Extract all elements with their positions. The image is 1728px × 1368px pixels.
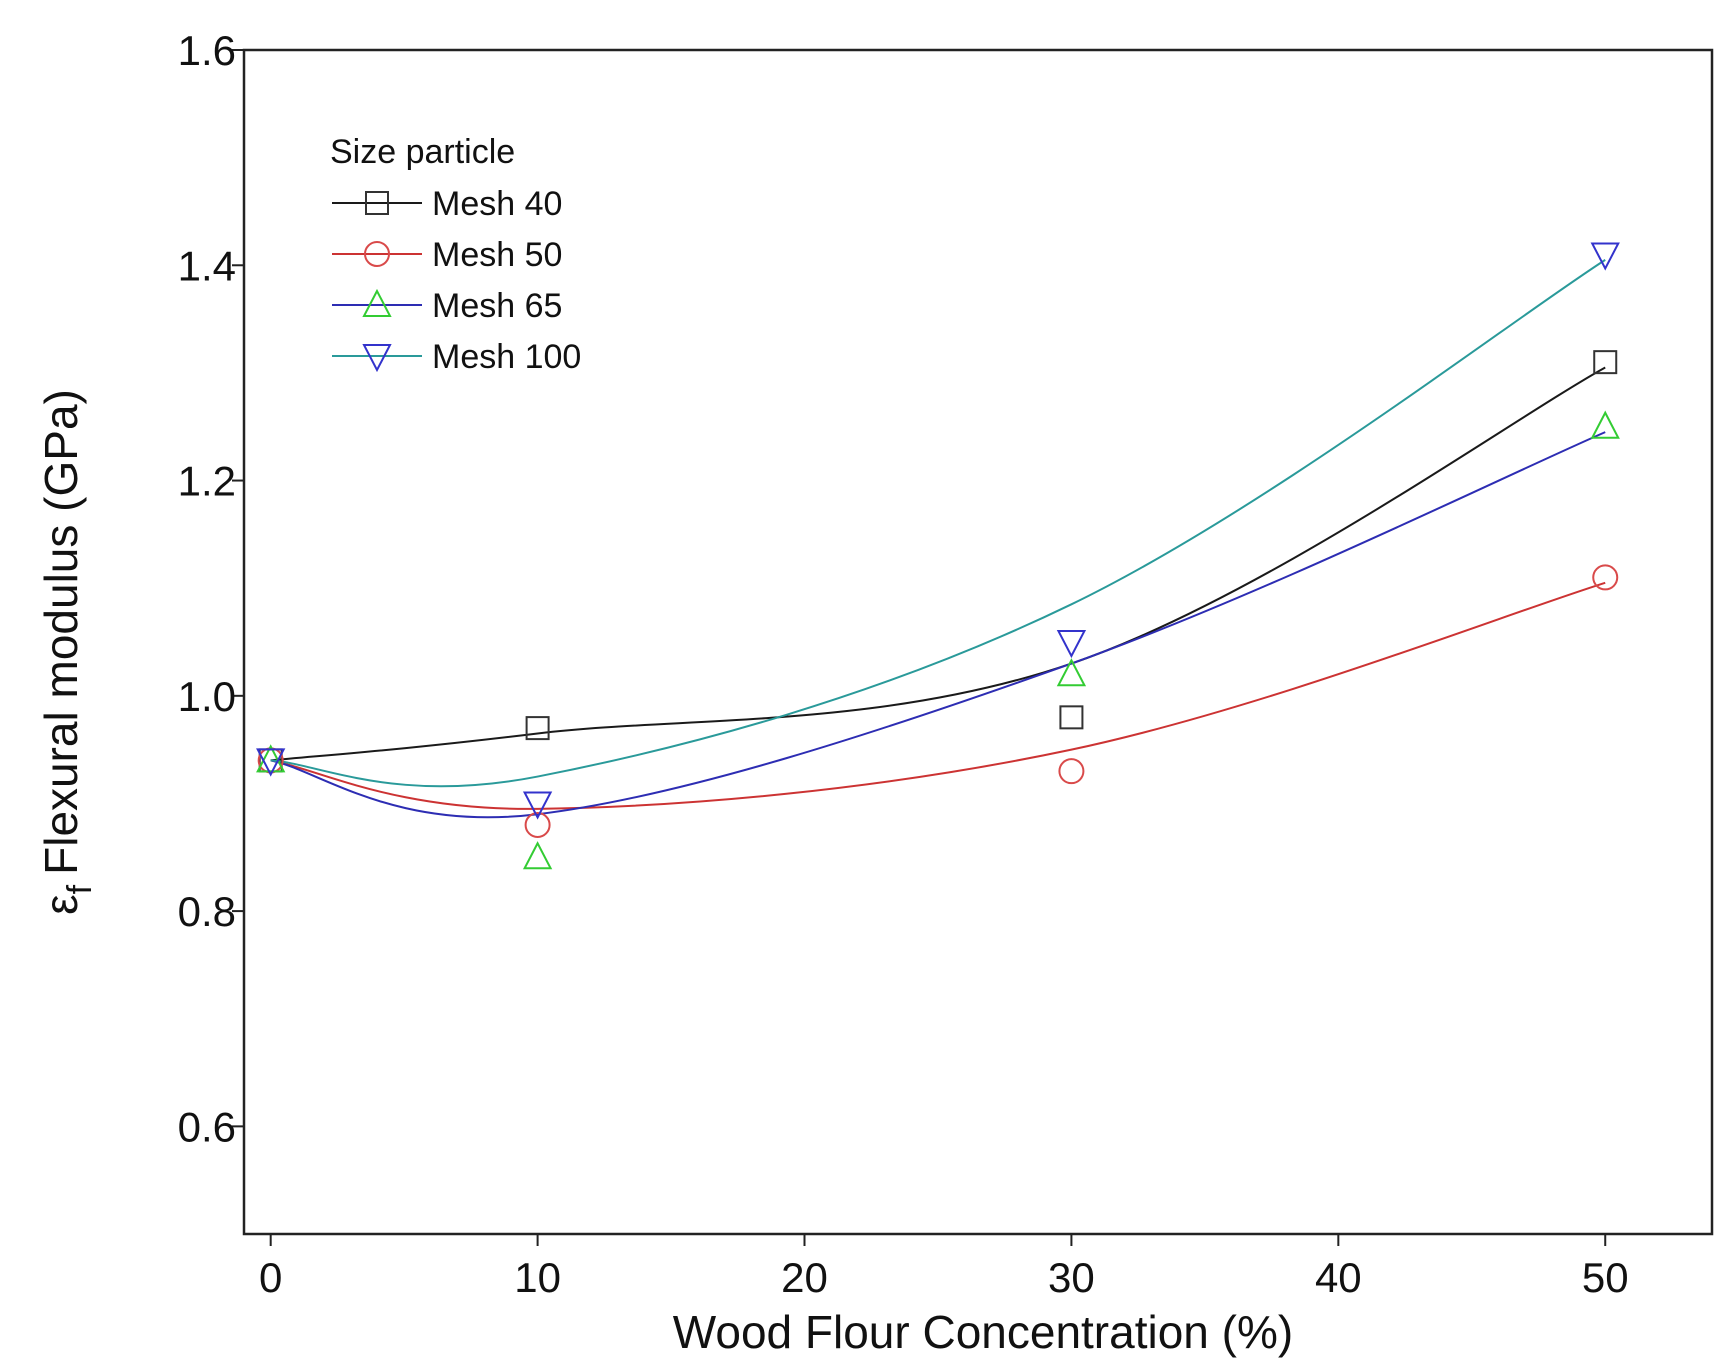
y-tick-label: 0.6 xyxy=(178,1103,236,1150)
data-point-mesh-65 xyxy=(522,841,553,870)
y-axis-subscript: f xyxy=(61,884,99,894)
x-tick-label: 20 xyxy=(781,1254,828,1301)
data-point-mesh-50 xyxy=(1592,564,1619,591)
data-point-mesh-65 xyxy=(1590,410,1620,439)
data-point-mesh-50 xyxy=(524,811,551,838)
series-line-mesh-50 xyxy=(270,581,1606,810)
data-point-mesh-100 xyxy=(522,791,553,820)
legend-marker-mesh-65 xyxy=(362,288,392,317)
legend-label-mesh-65: Mesh 65 xyxy=(432,287,562,325)
y-tick-label: 1.2 xyxy=(178,458,236,505)
x-axis-title: Wood Flour Concentration (%) xyxy=(673,1306,1293,1358)
y-axis-symbol: ε xyxy=(35,894,87,915)
data-point-mesh-40 xyxy=(525,716,550,741)
legend-marker-mesh-40 xyxy=(365,191,389,215)
legend-label-mesh-40: Mesh 40 xyxy=(432,185,562,223)
legend: Size particle Mesh 40 Mesh 50 Mesh 65 Mesh … xyxy=(330,133,581,376)
data-point-mesh-50 xyxy=(1058,758,1085,785)
legend-marker-mesh-100 xyxy=(362,344,392,373)
markers-layer xyxy=(256,242,1620,870)
x-tick-label: 0 xyxy=(259,1254,282,1301)
x-tick-label: 50 xyxy=(1582,1254,1629,1301)
y-axis-title: εf Flexural modulus (GPa) xyxy=(35,389,99,915)
legend-label-mesh-100: Mesh 100 xyxy=(432,338,581,376)
data-point-mesh-65 xyxy=(1056,658,1087,687)
series-line-mesh-65 xyxy=(270,431,1606,819)
legend-title: Size particle xyxy=(330,133,515,171)
series-line-mesh-40 xyxy=(270,366,1606,762)
y-axis-text: Flexural modulus (GPa) xyxy=(35,389,87,875)
curves-layer xyxy=(270,259,1606,819)
data-point-mesh-100 xyxy=(1056,630,1087,659)
data-point-mesh-65 xyxy=(256,744,286,773)
axes-layer: 0 10 20 30 40 50 0.6 0.8 1.0 1.2 1.4 1.6 xyxy=(178,27,1714,1301)
x-tick-label: 10 xyxy=(514,1254,561,1301)
legend-label-mesh-50: Mesh 50 xyxy=(432,236,562,274)
data-point-mesh-100 xyxy=(1590,242,1620,271)
series-line-mesh-100 xyxy=(270,259,1606,788)
data-point-mesh-40 xyxy=(1059,705,1084,730)
y-tick-label: 1.0 xyxy=(178,673,236,720)
y-tick-label: 1.4 xyxy=(178,242,236,289)
y-tick-label: 0.8 xyxy=(178,888,236,935)
y-tick-label: 1.6 xyxy=(178,27,236,74)
data-point-mesh-40 xyxy=(1593,350,1618,375)
data-point-mesh-100 xyxy=(256,748,286,777)
x-tick-label: 40 xyxy=(1315,1254,1362,1301)
legend-marker-mesh-50 xyxy=(364,241,390,267)
plot-frame xyxy=(242,48,1714,1236)
x-tick-label: 30 xyxy=(1048,1254,1095,1301)
